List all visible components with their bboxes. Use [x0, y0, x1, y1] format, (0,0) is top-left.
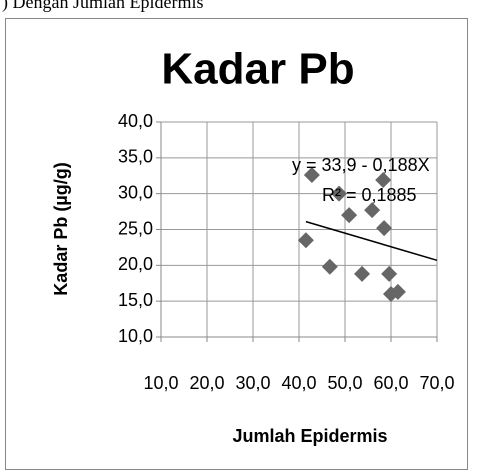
point — [331, 185, 348, 202]
x-tick-label: 60,0 — [373, 373, 408, 393]
point — [297, 232, 314, 249]
y-tick-label: 25,0 — [118, 218, 153, 238]
point — [354, 265, 371, 282]
annotation: R² = 0,1885 — [322, 185, 417, 205]
chart-border — [5, 18, 468, 470]
chart-title: Kadar Pb — [161, 45, 354, 94]
x-tick-label: 70,0 — [419, 373, 454, 393]
x-axis-label: Jumlah Epidermis — [232, 426, 387, 446]
y-tick-label: 30,0 — [118, 182, 153, 202]
y-tick-label: 10,0 — [118, 326, 153, 346]
y-tick-label: 35,0 — [118, 147, 153, 167]
point — [375, 172, 392, 189]
point — [341, 207, 358, 224]
x-tick-label: 30,0 — [235, 373, 270, 393]
y-tick-label: 15,0 — [118, 290, 153, 310]
x-tick-label: 10,0 — [143, 373, 178, 393]
y-tick-label: 20,0 — [118, 254, 153, 274]
point — [389, 283, 406, 300]
point — [381, 265, 398, 282]
x-tick-label: 40,0 — [281, 373, 316, 393]
x-tick-label: 20,0 — [189, 373, 224, 393]
point — [376, 220, 393, 237]
point — [364, 202, 381, 219]
y-tick-label: 40,0 — [118, 111, 153, 131]
annotation: y = 33,9 - 0,188X — [292, 155, 430, 175]
point — [321, 258, 338, 275]
caption: ) Dengan Jumlah Epidermis — [2, 0, 203, 13]
point — [303, 167, 320, 184]
y-axis-label: Kadar Pb (µg/g) — [51, 162, 71, 295]
x-tick-label: 50,0 — [327, 373, 362, 393]
trendline — [305, 220, 438, 262]
